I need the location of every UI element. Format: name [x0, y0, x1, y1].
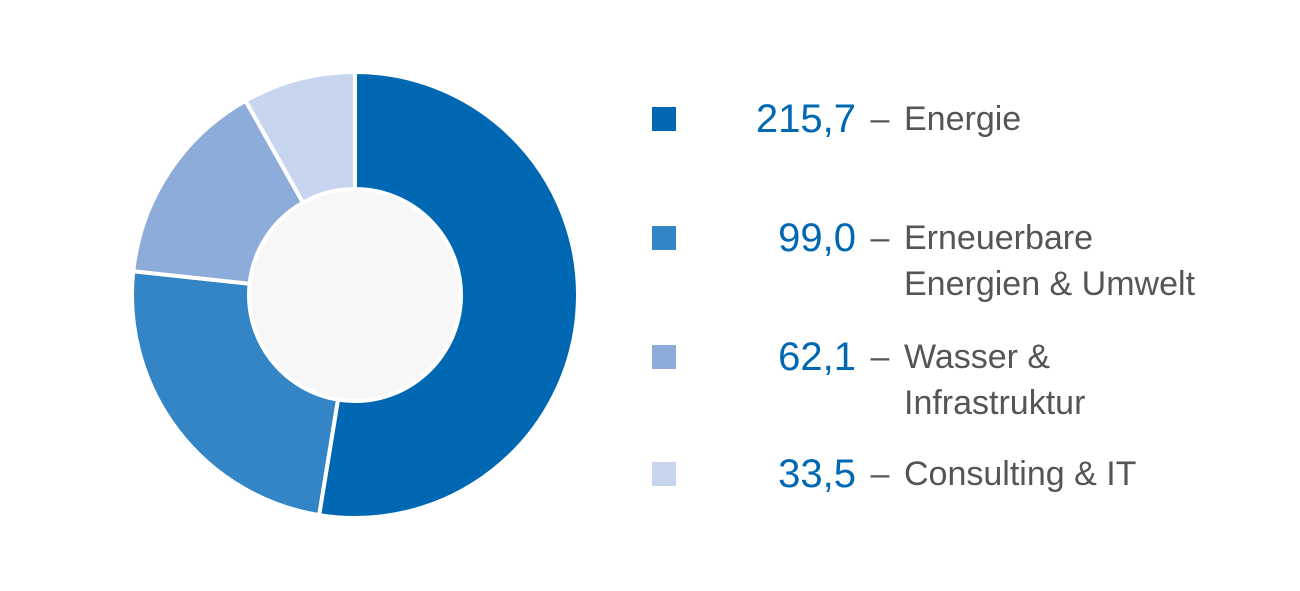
value-label: 33,5: [778, 452, 856, 496]
legend-label: Erneuerbare Energien & Umwelt: [904, 219, 1196, 303]
value-label: 99,0: [778, 216, 856, 260]
separator: –: [870, 455, 890, 493]
legend-swatch: [652, 107, 676, 131]
separator: –: [870, 338, 890, 376]
legend-item: 215,7– Energie: [652, 96, 1214, 142]
legend-swatch: [652, 462, 676, 486]
value-label: 62,1: [778, 335, 856, 379]
donut-hole: [251, 191, 459, 399]
pie-slice: [130, 269, 341, 518]
legend-item: 62,1– Wasser & Infrastruktur: [652, 334, 1214, 426]
pie-slice: [242, 69, 357, 206]
separator: –: [870, 219, 890, 257]
legend-item: 99,0– Erneuerbare Energien & Umwelt: [652, 215, 1214, 307]
legend-swatch: [652, 226, 676, 250]
legend-label: Consulting & IT: [904, 455, 1137, 493]
legend-label: Wasser & Infrastruktur: [904, 338, 1086, 422]
separator: –: [870, 100, 890, 138]
legend-swatch: [652, 345, 676, 369]
legend-label: Energie: [904, 100, 1022, 138]
pie-slice: [131, 97, 306, 286]
legend-item: 33,5– Consulting & IT: [652, 451, 1214, 497]
value-label: 215,7: [755, 97, 856, 141]
pie-slice: [316, 69, 580, 520]
